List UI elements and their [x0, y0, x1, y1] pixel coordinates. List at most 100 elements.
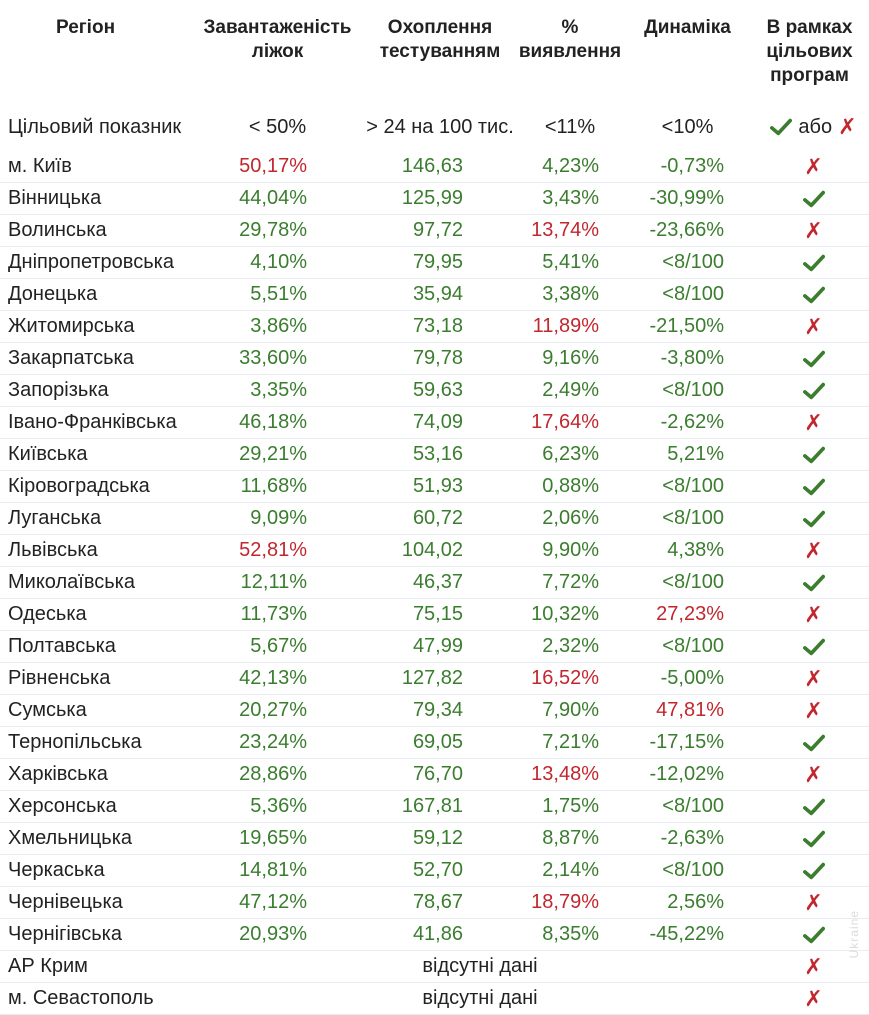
cross-icon: ✗	[804, 601, 823, 627]
dynamics-value: <8/100	[662, 379, 724, 401]
target-status: ✗	[750, 603, 869, 626]
target-testing: > 24 на 100 тис.	[366, 115, 514, 138]
detection-value: 3,38%	[542, 283, 599, 305]
dynamics-value: -17,15%	[649, 731, 725, 753]
table-row: Одеська 11,73% 75,15 10,32% 27,23% ✗	[0, 599, 869, 631]
header-beds: Завантаженість ліжок	[203, 17, 352, 62]
target-status	[750, 251, 869, 274]
table-row: Тернопільська 23,24% 69,05 7,21% -17,15%	[0, 727, 869, 759]
target-beds: < 50%	[248, 115, 307, 138]
beds-value: 9,09%	[250, 507, 307, 529]
table-row: Херсонська 5,36% 167,81 1,75% <8/100	[0, 791, 869, 823]
target-status	[750, 923, 869, 946]
cross-icon: ✗	[804, 537, 823, 563]
target-status	[750, 379, 869, 402]
region-name: Вінницька	[8, 187, 102, 209]
detection-value: 2,49%	[542, 379, 599, 401]
cross-icon: ✗	[804, 761, 823, 787]
missing-data: відсутні дані	[422, 955, 538, 977]
target-status: ✗	[750, 763, 869, 786]
beds-value: 47,12%	[239, 891, 307, 913]
detection-value: 3,43%	[542, 187, 599, 209]
beds-value: 5,51%	[250, 283, 307, 305]
table-row: Харківська 28,86% 76,70 13,48% -12,02% ✗	[0, 759, 869, 791]
beds-value: 3,86%	[250, 315, 307, 337]
beds-value: 28,86%	[239, 763, 307, 785]
target-status	[750, 347, 869, 370]
beds-value: 20,27%	[239, 699, 307, 721]
target-status: ✗	[750, 315, 869, 338]
table-row: Київська 29,21% 53,16 6,23% 5,21%	[0, 439, 869, 471]
region-name: Харківська	[8, 763, 108, 785]
dynamics-value: -23,66%	[649, 219, 725, 241]
target-status: ✗	[750, 539, 869, 562]
detection-value: 8,35%	[542, 923, 599, 945]
target-status	[750, 731, 869, 754]
dynamics-value: -5,00%	[660, 667, 724, 689]
header-region: Регіон	[56, 17, 116, 38]
beds-value: 33,60%	[239, 347, 307, 369]
detection-value: 8,87%	[542, 827, 599, 849]
target-status	[750, 635, 869, 658]
dynamics-value: 5,21%	[667, 443, 724, 465]
table-row: Полтавська 5,67% 47,99 2,32% <8/100	[0, 631, 869, 663]
dynamics-value: -2,63%	[660, 827, 724, 849]
beds-value: 50,17%	[239, 155, 307, 177]
check-icon	[802, 382, 825, 399]
target-status	[750, 443, 869, 466]
detection-value: 13,48%	[531, 763, 599, 785]
target-legend: або ✗	[750, 115, 869, 138]
dynamics-value: <8/100	[662, 507, 724, 529]
testing-value: 52,70	[412, 859, 463, 881]
testing-value: 167,81	[401, 795, 463, 817]
region-name: Херсонська	[8, 795, 117, 817]
target-status: ✗	[750, 411, 869, 434]
dynamics-value: 4,38%	[667, 539, 724, 561]
table-row: Чернігівська 20,93% 41,86 8,35% -45,22%	[0, 919, 869, 951]
detection-value: 7,90%	[542, 699, 599, 721]
beds-value: 29,78%	[239, 219, 307, 241]
beds-value: 11,73%	[240, 603, 307, 625]
region-name: Чернігівська	[8, 923, 122, 945]
testing-value: 41,86	[412, 923, 463, 945]
testing-value: 79,95	[412, 251, 463, 273]
target-status	[750, 475, 869, 498]
cross-icon: ✗	[804, 985, 823, 1011]
testing-value: 79,78	[412, 347, 463, 369]
dynamics-value: <8/100	[662, 859, 724, 881]
check-icon	[802, 510, 825, 527]
beds-value: 4,10%	[250, 251, 307, 273]
table-row: Сумська 20,27% 79,34 7,90% 47,81% ✗	[0, 695, 869, 727]
table-row: Луганська 9,09% 60,72 2,06% <8/100	[0, 503, 869, 535]
region-name: Миколаївська	[8, 571, 135, 593]
detection-value: 7,21%	[542, 731, 599, 753]
beds-value: 42,13%	[239, 667, 307, 689]
region-name: АР Крим	[8, 955, 88, 977]
target-status	[750, 507, 869, 530]
detection-value: 9,90%	[542, 539, 599, 561]
header-testing: Охоплення тестуванням	[379, 17, 501, 62]
target-status: ✗	[750, 955, 869, 978]
dynamics-value: <8/100	[662, 795, 724, 817]
testing-value: 76,70	[412, 763, 463, 785]
target-status	[750, 827, 869, 850]
region-name: Рівненська	[8, 667, 111, 689]
detection-value: 13,74%	[531, 219, 599, 241]
dynamics-value: 27,23%	[656, 603, 724, 625]
beds-value: 3,35%	[250, 379, 307, 401]
detection-value: 18,79%	[531, 891, 599, 913]
check-icon	[802, 798, 825, 815]
target-status: ✗	[750, 987, 869, 1010]
beds-value: 5,67%	[250, 635, 307, 657]
testing-value: 74,09	[412, 411, 463, 433]
detection-value: 10,32%	[531, 603, 599, 625]
detection-value: 7,72%	[542, 571, 599, 593]
beds-value: 46,18%	[239, 411, 307, 433]
detection-value: 6,23%	[542, 443, 599, 465]
testing-value: 35,94	[412, 283, 463, 305]
region-name: Дніпропетровська	[8, 251, 174, 273]
header-dynamics: Динаміка	[644, 17, 731, 38]
dynamics-value: 2,56%	[667, 891, 724, 913]
watermark: Ukraine	[847, 910, 861, 959]
target-status	[750, 571, 869, 594]
